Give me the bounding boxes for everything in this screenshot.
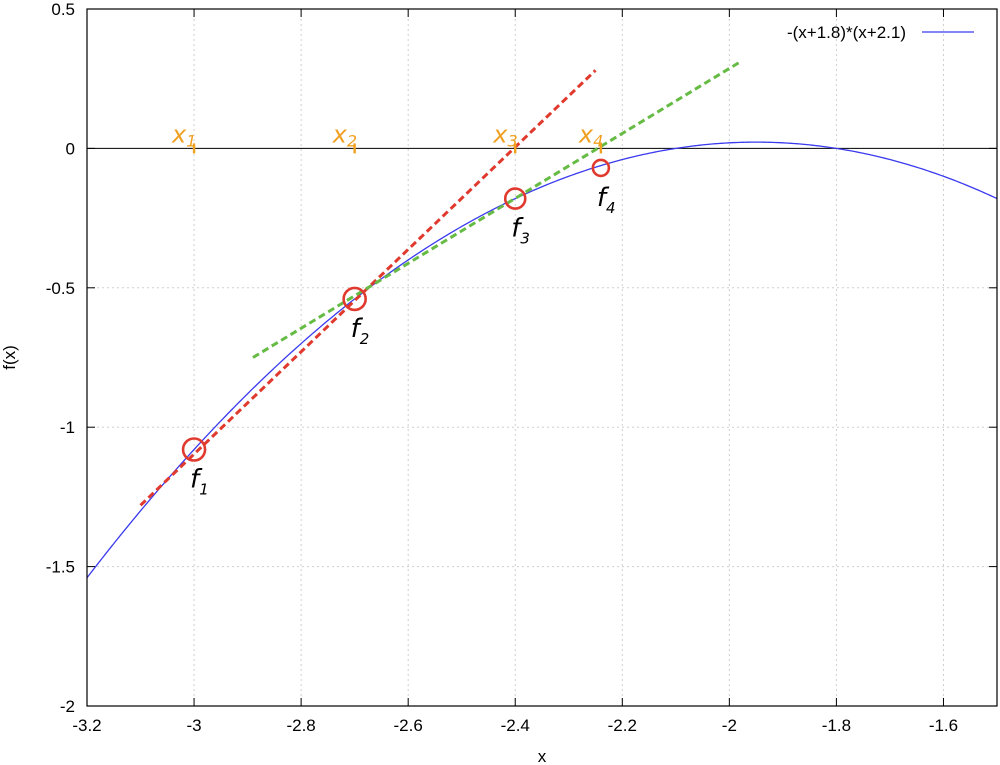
label-x1: x1 <box>171 120 196 150</box>
label-f3: f3 <box>511 214 530 248</box>
legend: -(x+1.8)*(x+2.1) <box>787 23 974 42</box>
y-tick-label: 0.5 <box>51 0 75 19</box>
y-tick-label: -1.5 <box>46 558 75 577</box>
marker-f3 <box>503 187 527 210</box>
x-tick-label: -1.6 <box>929 716 958 735</box>
label-x2-sub: 2 <box>347 131 357 150</box>
x-tick-label: -1.8 <box>822 716 851 735</box>
label-x2-base: x <box>332 120 348 148</box>
label-x1-sub: 1 <box>186 131 196 150</box>
label-f3-sub: 3 <box>520 230 530 248</box>
label-x3: x3 <box>492 120 517 150</box>
y-tick-label: 0 <box>66 139 75 158</box>
tick-labels: -3.2 -3 -2.8 -2.6 -2.4 -2.2 -2 -1.8 -1.6 0.5 0 -0.5… <box>46 0 958 735</box>
marker-f2 <box>342 286 367 312</box>
y-axis-label: f(x) <box>0 345 19 370</box>
label-x3-sub: 3 <box>507 131 517 150</box>
y-tick-label: -2 <box>60 697 75 716</box>
plot-frame <box>86 8 998 707</box>
label-x4: x4 <box>578 120 603 150</box>
x-tick-label: -2 <box>722 716 737 735</box>
plot-area <box>86 60 998 579</box>
label-f4: f4 <box>597 183 616 217</box>
tangent-line-2 <box>252 60 741 359</box>
x-tick-label: -2.6 <box>394 716 423 735</box>
label-x4-sub: 4 <box>593 131 603 150</box>
marker-f1 <box>181 437 207 462</box>
y-tick-label: -0.5 <box>46 279 75 298</box>
label-f2: f2 <box>351 314 370 348</box>
function-curve <box>86 141 998 579</box>
x-tick-label: -3.2 <box>72 716 101 735</box>
x-tick-label: -3 <box>186 716 201 735</box>
y-tick-label: -1 <box>60 418 75 437</box>
legend-label: -(x+1.8)*(x+2.1) <box>787 23 906 42</box>
marker-f4 <box>591 158 611 178</box>
x-tick-label: -2.4 <box>501 716 530 735</box>
label-f4-sub: 4 <box>606 199 616 217</box>
x-tick-label: -2.8 <box>286 716 315 735</box>
axis-ticks <box>86 8 997 707</box>
label-x4-base: x <box>578 120 594 148</box>
x-axis-label: x <box>538 747 547 765</box>
x-tick-label: -2.2 <box>608 716 637 735</box>
label-f2-sub: 2 <box>360 330 370 348</box>
label-x3-base: x <box>492 120 508 148</box>
label-f1-sub: 1 <box>199 481 209 499</box>
label-f1: f1 <box>190 465 209 499</box>
label-x2: x2 <box>332 120 357 150</box>
grid-lines <box>87 9 997 706</box>
label-x1-base: x <box>171 120 187 148</box>
